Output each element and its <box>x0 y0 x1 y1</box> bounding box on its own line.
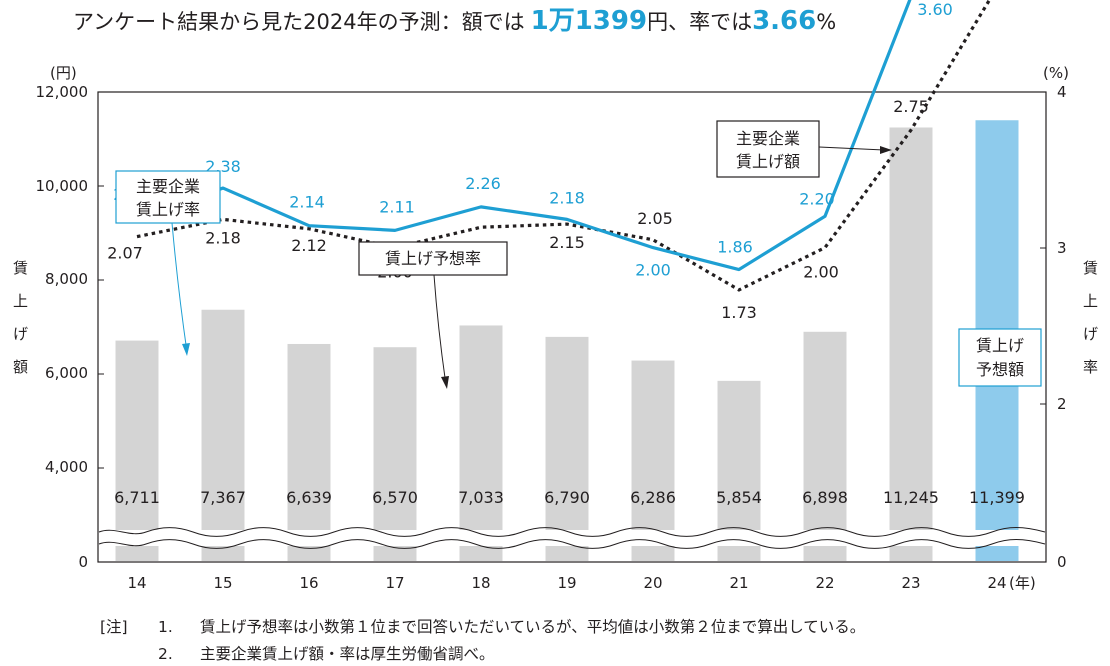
y-right-tick: 0 <box>1057 553 1067 571</box>
x-unit: (年) <box>1009 574 1036 592</box>
y-left-tick: 12,000 <box>36 83 89 101</box>
forecast-rate-label-14: 2.07 <box>107 244 143 263</box>
lines-layer <box>136 0 992 292</box>
line-forecast-rate <box>136 0 992 292</box>
x-labels-layer: 14 15 16 17 18 19 20 21 22 23 24 <box>127 574 1006 592</box>
y-left-label: 賃 上 げ 額 <box>13 259 28 376</box>
y-left-label-char: げ <box>13 325 28 343</box>
main-rate-label-19: 2.18 <box>549 188 585 207</box>
x-tick-16: 16 <box>299 574 318 592</box>
bar-label-21: 5,854 <box>716 488 762 507</box>
y-left-unit: (円) <box>50 64 77 82</box>
bar-label-15: 7,367 <box>200 488 246 507</box>
forecast-rate-label-16: 2.12 <box>291 236 327 255</box>
y-left-tick: 8,000 <box>45 270 88 288</box>
callout-forecast-amount-line2: 予想額 <box>976 360 1024 379</box>
y-right-tick: 2 <box>1057 395 1067 413</box>
callout-forecast-amount: 賃上げ 予想額 <box>958 328 1042 387</box>
callout-main-amount: 主要企業 賃上げ額 <box>716 120 892 178</box>
x-tick-18: 18 <box>471 574 490 592</box>
y-left-tick: 10,000 <box>36 177 89 195</box>
main-rate-label-21: 1.86 <box>717 238 753 257</box>
bar-23 <box>889 127 933 562</box>
x-tick-22: 22 <box>815 574 834 592</box>
y-left-tick: 0 <box>78 553 88 571</box>
bar-label-16: 6,639 <box>286 488 332 507</box>
note-1-text: 賃上げ予想率は小数第１位まで回答いただいているが、平均値は小数第２位まで算出して… <box>200 617 865 636</box>
forecast-rate-label-21: 1.73 <box>721 303 757 322</box>
main-rate-label-17: 2.11 <box>379 197 415 216</box>
main-rate-label-22: 2.20 <box>799 189 835 208</box>
y-left-ticks: 12,000 10,000 8,000 6,000 4,000 0 <box>36 83 89 571</box>
axis-break <box>98 527 1046 549</box>
x-tick-23: 23 <box>901 574 920 592</box>
y-right-label-char: げ <box>1083 325 1098 343</box>
main-rate-label-18: 2.26 <box>465 174 501 193</box>
forecast-rate-label-15: 2.18 <box>205 228 241 247</box>
bar-label-22: 6,898 <box>802 488 848 507</box>
note-2-num: 2. <box>158 645 173 663</box>
bar-label-17: 6,570 <box>372 488 418 507</box>
bar-labels-layer: 6,711 7,367 6,639 6,570 7,033 6,790 6,286 5,854… <box>114 488 1025 507</box>
main-rate-label-20: 2.00 <box>635 261 671 280</box>
y-left-label-char: 賃 <box>13 259 28 277</box>
y-right-tick: 4 <box>1057 83 1067 101</box>
bar-19 <box>545 336 589 561</box>
bar-label-19: 6,790 <box>544 488 590 507</box>
bar-14 <box>115 340 159 561</box>
forecast-rate-label-22: 2.00 <box>803 263 839 282</box>
bar-18 <box>459 325 503 561</box>
y-right-label: 賃 上 げ 率 <box>1083 259 1098 376</box>
y-right-label-char: 上 <box>1083 292 1098 310</box>
bar-label-18: 7,033 <box>458 488 504 507</box>
note-2-text: 主要企業賃上げ額・率は厚生労働省調べ。 <box>200 645 495 663</box>
main-rate-label-16: 2.14 <box>289 193 325 212</box>
x-tick-24: 24 <box>987 574 1006 592</box>
bar-label-23: 11,245 <box>883 488 939 507</box>
bar-label-24: 11,399 <box>969 488 1025 507</box>
bar-17 <box>373 347 417 561</box>
notes: [注] 1. 賃上げ予想率は小数第１位まで回答いただいているが、平均値は小数第２… <box>100 617 865 663</box>
chart-title: アンケート結果から見た2024年の予測：額では 1万1399円、率では3.66% <box>73 6 836 36</box>
plot-frame <box>97 91 1047 563</box>
x-tick-21: 21 <box>729 574 748 592</box>
x-tick-15: 15 <box>213 574 232 592</box>
callout-main-rate-line2: 賃上げ率 <box>136 200 200 219</box>
x-tick-19: 19 <box>557 574 576 592</box>
notes-bracket: [注] <box>100 618 128 636</box>
callout-main-rate-line1: 主要企業 <box>136 177 200 196</box>
bar-16 <box>287 343 331 561</box>
bar-15 <box>201 309 245 561</box>
line-main-rate <box>136 0 912 272</box>
y-left-label-char: 上 <box>13 292 28 310</box>
forecast-rate-label-20: 2.05 <box>637 209 673 228</box>
y-right-tick: 3 <box>1057 239 1067 257</box>
callout-forecast-rate-label: 賃上げ予想率 <box>385 249 481 268</box>
y-left-label-char: 額 <box>13 358 28 376</box>
x-tick-17: 17 <box>385 574 404 592</box>
callout-forecast-rate: 賃上げ予想率 <box>358 241 508 389</box>
bar-label-20: 6,286 <box>630 488 676 507</box>
y-right-unit: (%) <box>1043 64 1069 82</box>
forecast-rate-label-23: 2.75 <box>893 97 929 116</box>
main-rate-label-23: 3.60 <box>917 0 953 19</box>
y-left-tick: 6,000 <box>45 364 88 382</box>
y-right-ticks: 4 3 2 0 <box>1057 83 1067 571</box>
callout-main-rate: 主要企業 賃上げ率 <box>115 170 221 356</box>
x-tick-20: 20 <box>643 574 662 592</box>
y-left-tick: 4,000 <box>45 458 88 476</box>
tick-marks <box>98 185 1046 469</box>
callout-main-amount-line1: 主要企業 <box>736 129 800 148</box>
bar-22 <box>803 331 847 561</box>
y-right-label-char: 率 <box>1083 358 1098 376</box>
note-1-num: 1. <box>158 618 173 636</box>
callout-main-amount-line2: 賃上げ額 <box>736 152 800 171</box>
x-tick-14: 14 <box>127 574 146 592</box>
y-right-label-char: 賃 <box>1083 259 1098 277</box>
forecast-rate-label-19: 2.15 <box>549 233 585 252</box>
bar-label-14: 6,711 <box>114 488 160 507</box>
callout-forecast-amount-line1: 賃上げ <box>976 336 1024 355</box>
